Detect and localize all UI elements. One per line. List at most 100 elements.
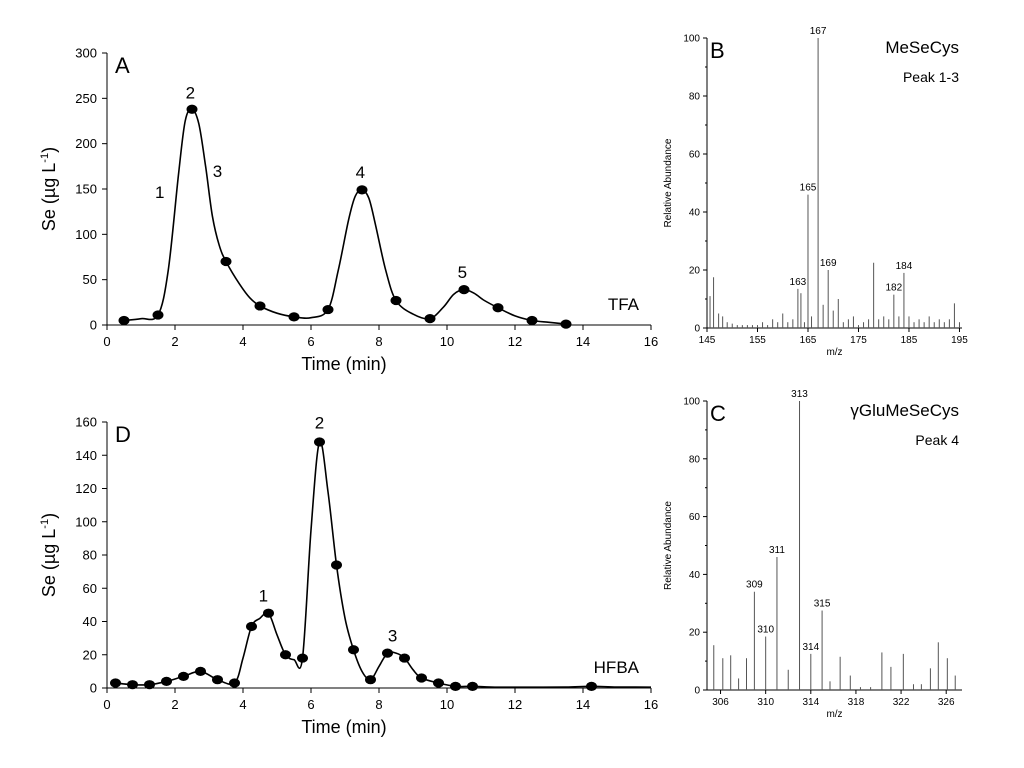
x-tick-label: 10 [440, 334, 454, 349]
data-point [186, 104, 198, 114]
peak-number-label: 4 [356, 163, 365, 182]
y-tick-label: 0 [694, 686, 700, 697]
x-axis-title: Time (min) [301, 354, 386, 374]
data-point [458, 285, 470, 295]
panel-label: B [710, 38, 725, 63]
data-point [365, 675, 376, 685]
x-tick-label: 6 [307, 334, 314, 349]
data-point [152, 310, 164, 320]
data-point [586, 681, 597, 691]
x-tick-label: 145 [699, 335, 716, 346]
data-point [356, 185, 368, 195]
data-point [424, 314, 436, 324]
data-point [161, 676, 172, 686]
y-tick-label: 0 [90, 681, 97, 696]
data-point [178, 671, 189, 681]
x-tick-label: 306 [712, 697, 729, 708]
y-axis-title: Se (µg L-1) [39, 147, 59, 231]
panel-b-mass-spectrum: 0 20 40 60 80 100 145 155 165 175 185 195 167 165 163 1… [663, 26, 968, 358]
peak-reference: Peak 1-3 [903, 69, 959, 85]
y-tick-label: 300 [75, 46, 97, 61]
y-tick-label: 0 [694, 324, 700, 335]
data-point [492, 303, 504, 313]
peak-mz-label: 309 [746, 580, 763, 591]
data-point [382, 648, 393, 658]
peak-number-label: 3 [213, 162, 222, 181]
peak-number-label: 2 [315, 414, 324, 433]
x-tick-label: 310 [757, 697, 774, 708]
y-tick-label: 60 [689, 150, 701, 161]
peak-mz-label: 311 [769, 545, 785, 556]
peak-mz-label: 314 [802, 642, 819, 653]
data-point [314, 437, 325, 447]
peak-mz-label: 315 [814, 599, 831, 610]
data-point [263, 608, 274, 618]
data-point [195, 666, 206, 676]
y-tick-label: 80 [689, 92, 701, 103]
data-point [280, 650, 291, 660]
y-tick-label: 160 [75, 415, 97, 430]
x-tick-label: 8 [375, 697, 382, 712]
data-point [467, 681, 478, 691]
y-tick-label: 20 [689, 628, 701, 639]
y-tick-label: 20 [689, 266, 701, 277]
peak-mz-label: 169 [820, 258, 837, 269]
y-tick-label: 100 [683, 34, 700, 45]
y-tick-label: 150 [75, 182, 97, 197]
y-axis-title-base: Se (µg L [39, 163, 59, 231]
ion-pair-label: HFBA [594, 658, 640, 677]
x-tick-label: 195 [951, 335, 968, 346]
y-tick-label: 0 [90, 318, 97, 333]
y-tick-label: 80 [689, 454, 701, 465]
peak-reference: Peak 4 [915, 432, 959, 448]
y-axis-title-tail: ) [39, 147, 59, 153]
data-point [450, 681, 461, 691]
y-tick-label: 100 [75, 227, 97, 242]
y-tick-label: 20 [83, 647, 97, 662]
data-point [297, 653, 308, 663]
peak-mz-label: 313 [791, 389, 808, 400]
y-axis-title: Relative Abundance [663, 501, 674, 590]
ion-pair-label: TFA [608, 295, 640, 314]
chromatogram-trace [123, 108, 567, 325]
data-point [433, 678, 444, 688]
data-point [288, 312, 300, 322]
data-point [127, 680, 138, 690]
x-tick-label: 185 [901, 335, 918, 346]
data-point [110, 678, 121, 688]
x-tick-label: 4 [239, 334, 246, 349]
y-tick-label: 50 [83, 272, 97, 287]
data-point [322, 304, 334, 315]
y-tick-label: 80 [83, 548, 97, 563]
data-point [118, 315, 130, 326]
y-axis-title-sup: -1 [39, 519, 51, 529]
y-tick-label: 120 [75, 481, 97, 496]
x-tick-label: 0 [103, 334, 110, 349]
x-axis-title: m/z [826, 347, 842, 358]
y-tick-label: 200 [75, 136, 97, 151]
compound-name: MeSeCys [885, 38, 959, 57]
y-tick-label: 60 [83, 581, 97, 596]
peak-mz-label: 182 [885, 283, 902, 294]
panel-c-mass-spectrum: 0 20 40 60 80 100 306 310 314 318 322 326 313 311 309 3… [663, 389, 962, 720]
x-axis-title: Time (min) [301, 717, 386, 737]
x-tick-label: 14 [576, 334, 590, 349]
panel-label: C [710, 401, 726, 426]
y-tick-label: 140 [75, 448, 97, 463]
x-tick-label: 14 [576, 697, 590, 712]
x-tick-label: 6 [307, 697, 314, 712]
data-point [390, 295, 402, 306]
x-tick-label: 318 [848, 697, 865, 708]
data-point [246, 621, 257, 632]
data-point [331, 560, 342, 570]
data-point [560, 319, 572, 329]
y-tick-label: 60 [689, 512, 701, 523]
data-point [229, 678, 240, 688]
x-tick-label: 175 [850, 335, 867, 346]
peak-number-label: 5 [458, 263, 467, 282]
y-axis-title: Se (µg L-1) [39, 513, 59, 597]
data-point [220, 256, 232, 267]
data-point [254, 301, 266, 311]
